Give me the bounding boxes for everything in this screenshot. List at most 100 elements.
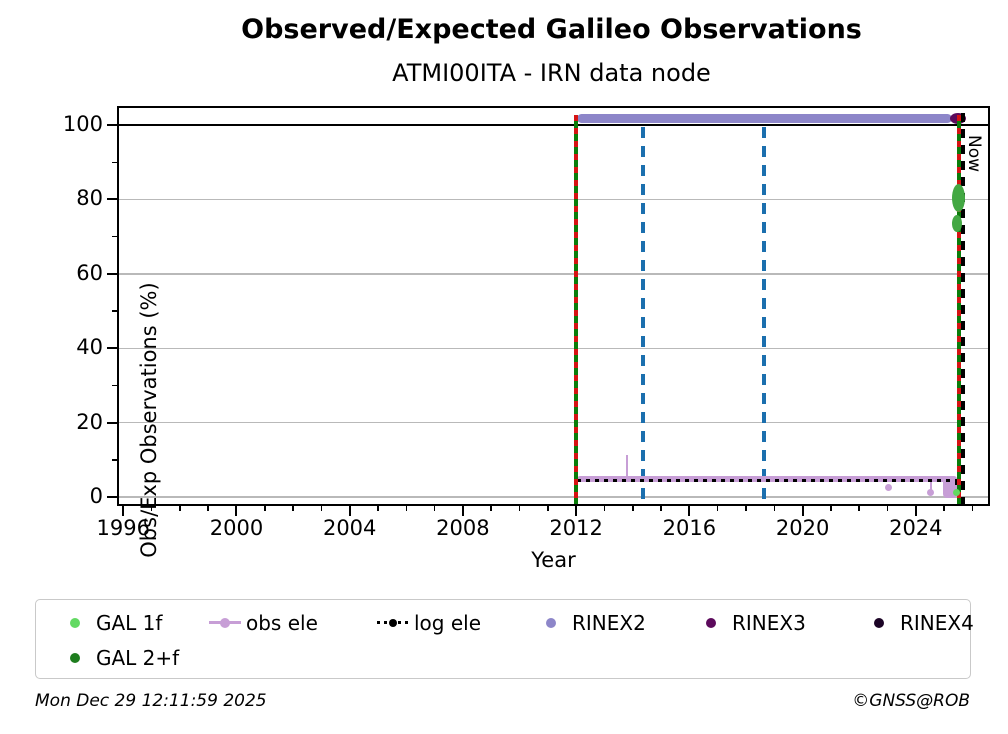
x-minor-tick [716, 506, 719, 511]
y-minor-tick [112, 310, 117, 312]
x-tick [235, 506, 238, 516]
obs-ele-point [927, 489, 935, 497]
y-tick [107, 347, 117, 350]
obs-ele-spike [626, 454, 629, 480]
y-tick-label: 40 [76, 335, 103, 360]
legend-item-rinex3: RINEX3 [694, 611, 862, 635]
legend-label: log ele [414, 610, 482, 635]
now-label: Now [963, 135, 984, 173]
log-ele-marker-icon [376, 613, 410, 633]
grid-line [119, 198, 988, 201]
legend-item-gal-1f: GAL 1f [58, 611, 208, 635]
legend-item-rinex2: RINEX2 [534, 611, 694, 635]
x-minor-tick [377, 506, 379, 511]
log-ele-drop [954, 480, 958, 496]
rinex2-line [576, 114, 953, 124]
x-axis-label: Year [531, 548, 576, 572]
y-tick [107, 198, 117, 201]
x-minor-tick [179, 506, 181, 511]
legend-dot [70, 652, 80, 663]
legend-item-rinex4: RINEX4 [862, 611, 974, 635]
page-title: Observed/Expected Galileo Observations [241, 14, 862, 45]
y-tick-label: 0 [89, 483, 103, 508]
legend-label: obs ele [246, 610, 318, 635]
x-tick-label: 2024 [889, 516, 943, 540]
y-tick-label: 80 [76, 186, 103, 211]
plot-inner: Now 1996 2000 2004 2008 2012 2016 2020 2024 0 20 40… [63, 108, 988, 540]
x-tick-label: 2000 [209, 516, 264, 540]
x-minor-tick [632, 506, 634, 511]
obs-ele-point [885, 484, 893, 492]
vline-data-start-red-dashes [574, 114, 579, 504]
x-minor-tick [292, 506, 294, 511]
legend-item-gal-2f: GAL 2+f [58, 646, 208, 670]
gal-2f-blob [951, 184, 965, 213]
x-minor-tick [971, 506, 974, 511]
y-tick [107, 495, 117, 498]
grid-line [119, 347, 988, 349]
x-minor-tick [518, 506, 521, 511]
x-tick-label: 1996 [96, 516, 150, 540]
x-minor-tick [405, 506, 408, 511]
legend-label: GAL 1f [96, 610, 163, 635]
legend-item-log-ele: log ele [376, 611, 534, 635]
legend-dot [706, 617, 716, 628]
gal-1f-point [952, 488, 960, 496]
now-line [961, 113, 965, 504]
x-tick [801, 506, 804, 516]
x-tick [914, 506, 917, 516]
y-minor-tick [112, 459, 117, 461]
x-minor-tick [433, 506, 436, 511]
grid-line [119, 273, 988, 275]
obs-ele-marker-icon [208, 613, 242, 633]
log-ele-line [576, 479, 959, 483]
x-minor-tick [320, 506, 323, 511]
y-tick [107, 421, 117, 424]
gal-1f-marker-icon [58, 613, 92, 633]
y-tick-label: 60 [76, 260, 103, 285]
x-minor-tick [264, 506, 266, 511]
legend-dot [70, 617, 80, 628]
x-minor-tick [886, 506, 889, 511]
x-minor-tick [207, 506, 209, 511]
x-minor-tick [830, 506, 832, 511]
y-minor-tick [112, 161, 117, 164]
rinex2-marker-icon [534, 613, 568, 633]
x-minor-tick [150, 506, 153, 511]
vline-event-1 [641, 126, 646, 504]
legend-label: RINEX2 [572, 610, 646, 635]
legend-item-obs-ele: obs ele [208, 611, 376, 635]
rinex4-marker-icon [862, 613, 896, 633]
page-subtitle: ATMI00ITA - IRN data node [392, 59, 711, 87]
x-minor-tick [490, 506, 492, 511]
y-minor-tick [112, 384, 117, 387]
x-tick-label: 2016 [662, 516, 717, 540]
x-minor-tick [943, 506, 945, 511]
grid-line [119, 496, 988, 498]
plot-timestamp: Mon Dec 29 12:11:59 2025 [35, 691, 267, 711]
legend: GAL 1f obs ele log ele RINEX2 RINEX3 RIN… [35, 599, 974, 679]
credit-text: ©GNSS@ROB [852, 691, 970, 711]
obs-ele-stem [929, 479, 932, 493]
x-minor-tick [858, 506, 860, 511]
plot-area: Now 1996 2000 2004 2008 2012 2016 2020 2024 0 20 40… [63, 106, 990, 572]
gal-2f-marker-icon [58, 648, 92, 668]
vline-event-2 [761, 126, 766, 504]
legend-dot [389, 618, 397, 627]
vline-data-end-red-dashes [956, 114, 961, 504]
y-tick-label: 100 [62, 112, 103, 137]
legend-dot [220, 617, 230, 628]
x-tick-label: 2020 [775, 516, 830, 540]
hline-100 [119, 123, 988, 127]
x-tick [122, 506, 125, 516]
x-tick-label: 2004 [322, 516, 377, 540]
x-minor-tick [603, 506, 606, 511]
y-tick-label: 20 [76, 409, 103, 434]
y-tick [107, 124, 117, 127]
y-minor-tick [112, 235, 117, 238]
legend-label: GAL 2+f [96, 645, 180, 670]
x-tick-label: 2008 [436, 516, 490, 540]
grid-line [119, 421, 988, 424]
x-minor-tick [547, 506, 549, 511]
